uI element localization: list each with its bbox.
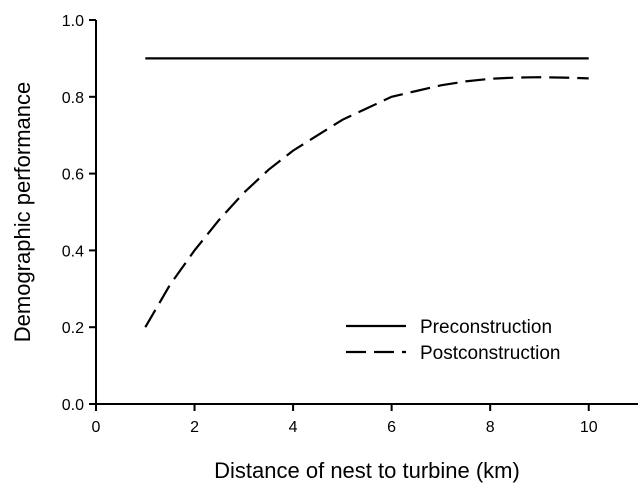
y-axis-ticks: 0.0 0.2 0.4 0.6 0.8 1.0: [62, 13, 96, 414]
y-axis-title: Demographic performance: [10, 82, 35, 342]
x-axis-title: Distance of nest to turbine (km): [214, 458, 520, 483]
series-line-postconstruction: [144, 76, 589, 328]
y-tick-label: 0.4: [62, 243, 84, 260]
x-tick-label: 0: [92, 419, 101, 436]
x-tick-label: 6: [387, 419, 396, 436]
x-tick-label: 8: [486, 419, 495, 436]
legend-label-preconstruction: Preconstruction: [420, 317, 552, 338]
y-tick-label: 0.8: [62, 90, 84, 107]
y-tick-label: 0.6: [62, 167, 84, 184]
legend: Preconstruction Postconstruction: [346, 317, 560, 364]
plot-frame: [95, 20, 638, 405]
x-tick-label: 2: [190, 419, 199, 436]
y-tick-label: 0.2: [62, 320, 84, 337]
legend-label-postconstruction: Postconstruction: [420, 343, 560, 364]
x-axis-ticks: 0 2 4 6 8 10: [92, 404, 598, 436]
x-tick-label: 4: [289, 419, 298, 436]
x-tick-label: 10: [580, 419, 598, 436]
y-tick-label: 0.0: [62, 397, 84, 414]
y-tick-label: 1.0: [62, 13, 84, 30]
series-layer: [144, 57, 589, 328]
